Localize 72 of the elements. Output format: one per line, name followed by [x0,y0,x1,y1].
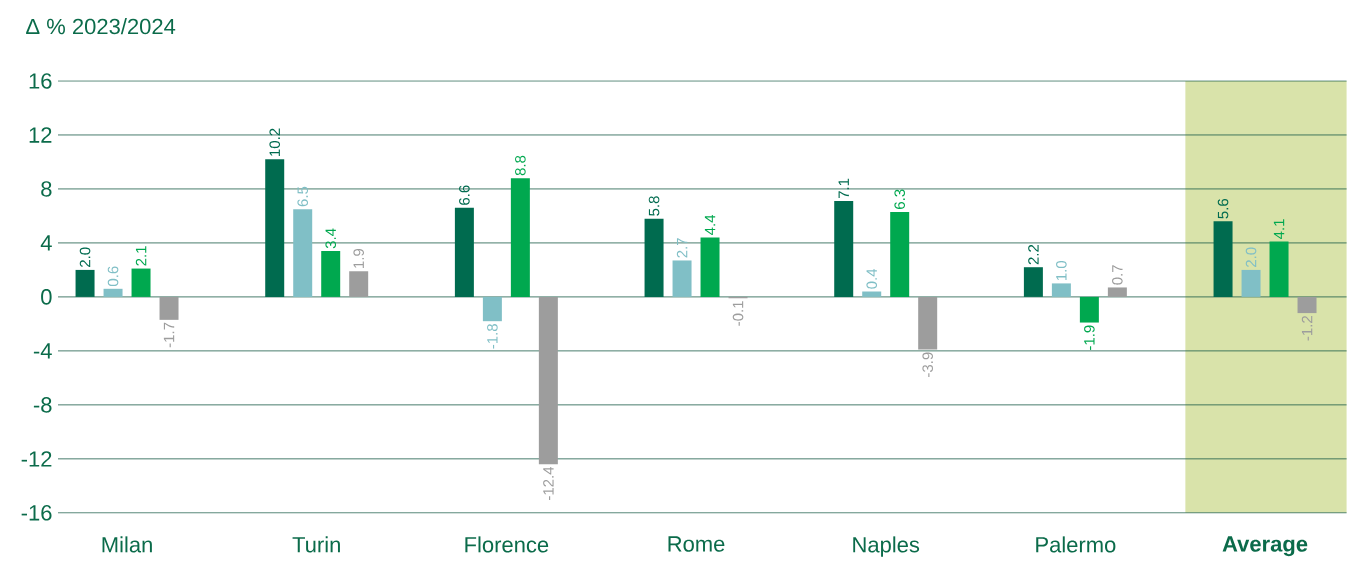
data-label: 7.1 [838,178,849,199]
bar [131,268,151,297]
data-label: 2.2 [1028,245,1039,265]
bar [834,201,854,297]
data-label: 10.2 [269,128,281,156]
bar [482,296,502,322]
x-tick-label: Palermo [1036,536,1116,553]
bar [293,209,313,297]
y-tick-label: 12 [29,127,52,143]
x-tick-label: Naples [853,536,920,557]
y-tick-label: -4 [33,343,52,359]
x-tick-label: Average [1222,536,1308,557]
y-tick-label: 0 [41,289,52,305]
data-label: 0.6 [107,266,119,287]
data-label: 2.0 [79,247,91,268]
bar [103,288,123,297]
bar [1213,221,1233,297]
data-label: 1.0 [1056,261,1067,281]
y-tick-label: -16 [21,505,52,521]
bar [538,296,558,465]
bar [918,296,938,350]
data-label: 5.6 [1217,199,1229,219]
data-label: 8.8 [515,155,526,176]
bar [454,207,474,297]
data-label: 4.1 [1273,219,1285,240]
bar [75,270,95,297]
data-label: 5.8 [648,196,660,216]
data-label: 2.1 [135,246,147,266]
data-label: -1.2 [1301,316,1313,341]
bar [510,178,530,297]
bar [672,260,692,297]
bar [700,237,720,297]
bar [644,218,664,297]
x-tick-label: Milan [102,536,152,553]
bar [1107,287,1127,297]
bar [1079,296,1099,323]
data-label: 6.5 [297,186,309,207]
data-label: 1.9 [353,249,364,269]
data-label: -1.7 [163,322,175,348]
data-label: 0.4 [866,268,878,289]
data-label: -1.9 [1084,325,1095,351]
x-tick-label: Rome [668,536,725,552]
y-tick-label: 4 [40,235,52,251]
data-label: -0.1 [732,301,744,326]
bar [321,251,341,297]
y-tick-label: -8 [33,397,52,413]
y-axis-title: Δ % 2023/2024 [26,18,176,35]
x-tick-label: Florence [465,536,549,553]
bar [890,211,910,297]
y-tick-label: -12 [21,451,52,467]
bar [265,159,285,297]
bar [159,296,179,320]
bar [1241,270,1261,297]
bar [349,271,369,297]
x-tick-label: Turin [292,536,340,553]
bar [1269,241,1289,297]
data-label: 2.7 [676,238,688,258]
data-label: 4.4 [704,215,716,236]
data-label: -12.4 [543,466,554,501]
bar [862,291,882,297]
bar [1023,267,1043,297]
y-tick-label: 8 [41,181,52,197]
data-label: 2.0 [1245,247,1257,268]
data-label: 3.4 [325,228,336,249]
data-label: 6.3 [894,189,905,210]
bar [1051,283,1071,297]
data-label: -3.9 [922,352,933,378]
y-tick-label: 16 [29,73,52,89]
bar [1297,296,1317,314]
data-label: 6.6 [459,185,470,205]
data-label: 0.7 [1112,265,1123,285]
data-label: -1.8 [487,324,498,349]
